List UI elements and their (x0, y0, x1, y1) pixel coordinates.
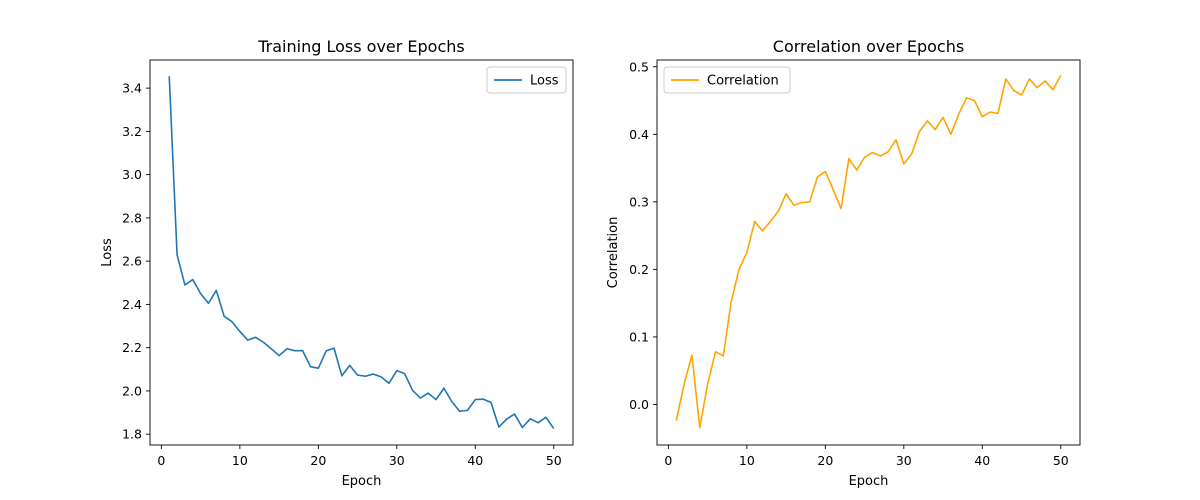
loss-xtick-label: 40 (467, 453, 483, 468)
correlation-chart-title: Correlation over Epochs (773, 37, 964, 56)
loss-axes-frame (149, 59, 574, 446)
correlation-ytick-label: 0.1 (629, 329, 649, 344)
correlation-x-axis-label: Epoch (849, 474, 889, 489)
loss-ytick-label: 1.8 (122, 427, 142, 442)
correlation-legend-label: Correlation (707, 74, 779, 89)
correlation-axes-frame (656, 59, 1081, 446)
correlation-ytick-label: 0.5 (629, 59, 649, 74)
loss-xtick-label: 30 (389, 453, 405, 468)
loss-chart: 0 10 20 30 40 50 1.8 2.0 2.2 2.4 2.6 2.8 3.0 3.2 3.4 Tr… (100, 37, 574, 489)
correlation-xtick-label: 10 (739, 453, 755, 468)
loss-xtick-label: 10 (232, 453, 248, 468)
loss-x-axis-label: Epoch (342, 474, 382, 489)
loss-legend-box (486, 66, 567, 94)
loss-ytick-label: 3.2 (122, 124, 142, 139)
correlation-ytick-label: 0.4 (629, 127, 649, 142)
loss-ytick-label: 3.4 (122, 81, 142, 96)
loss-ytick-label: 2.4 (122, 297, 142, 312)
loss-ytick-label: 2.8 (122, 210, 142, 225)
loss-legend: Loss (486, 66, 567, 94)
loss-chart-title: Training Loss over Epochs (257, 37, 465, 56)
correlation-y-axis-label: Correlation (606, 217, 621, 289)
correlation-xtick-label: 50 (1053, 453, 1069, 468)
loss-ytick-label: 2.2 (122, 340, 142, 355)
correlation-chart: 0 10 20 30 40 50 0.0 0.1 0.2 0.3 0.4 0.5 Correlation… (606, 37, 1081, 489)
loss-series-line (168, 76, 555, 430)
loss-ytick-label: 2.0 (122, 383, 142, 398)
loss-xtick-label: 50 (546, 453, 562, 468)
correlation-xtick-label: 40 (974, 453, 990, 468)
correlation-xtick-label: 20 (817, 453, 833, 468)
correlation-xtick-label: 0 (664, 453, 672, 468)
correlation-ytick-label: 0.2 (629, 262, 649, 277)
loss-xtick-label: 20 (310, 453, 326, 468)
correlation-ytick-label: 0.0 (629, 397, 649, 412)
correlation-xtick-label: 30 (896, 453, 912, 468)
loss-y-axis-label: Loss (100, 238, 115, 267)
correlation-legend: Correlation (663, 66, 791, 94)
correlation-legend-box (663, 66, 791, 94)
loss-legend-label: Loss (530, 74, 559, 89)
loss-ytick-label: 3.0 (122, 167, 142, 182)
correlation-ytick-label: 0.3 (629, 194, 649, 209)
loss-ytick-label: 2.6 (122, 254, 142, 269)
loss-xtick-label: 0 (157, 453, 165, 468)
correlation-series-line (675, 75, 1062, 429)
